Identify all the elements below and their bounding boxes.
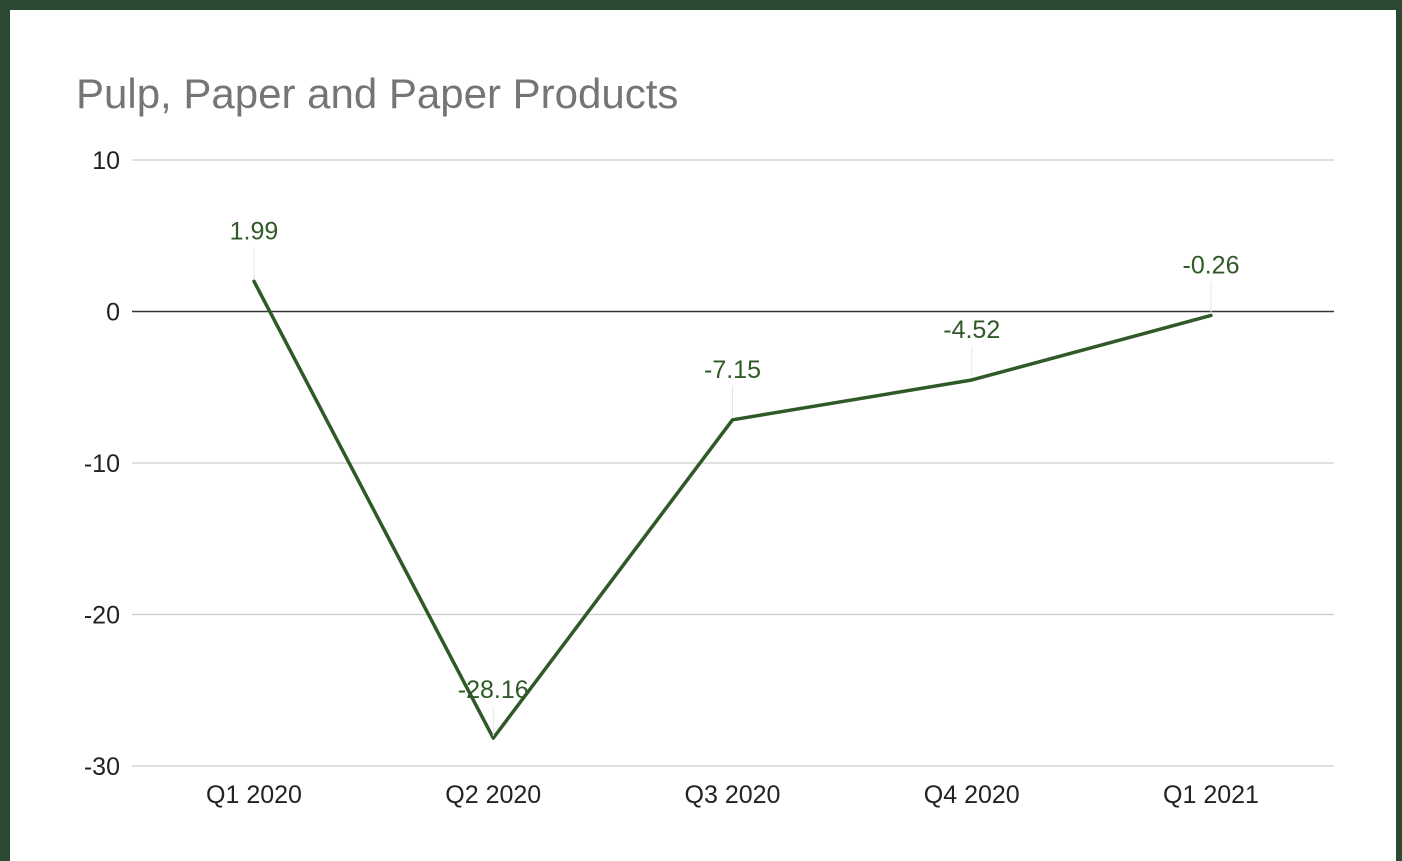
chart-title: Pulp, Paper and Paper Products xyxy=(76,70,679,117)
data-label: -7.15 xyxy=(704,356,761,384)
y-tick-label: -30 xyxy=(84,753,120,781)
series-line-group xyxy=(252,279,1213,740)
chart-frame: Pulp, Paper and Paper Products 10 0 -10 -20… xyxy=(10,10,1396,861)
line-chart: 10 0 -10 -20 -30 Q1 2020 Q2 2020 Q3 2020 Q4 202… xyxy=(84,147,1334,809)
y-tick-label: -10 xyxy=(84,450,120,478)
data-labels: 1.99 -28.16 -7.15 -4.52 -0.26 xyxy=(230,217,1240,737)
x-tick-label: Q1 2021 xyxy=(1163,781,1259,809)
x-tick-label: Q2 2020 xyxy=(445,781,541,809)
x-tick-label: Q4 2020 xyxy=(924,781,1020,809)
gridlines xyxy=(132,159,1334,767)
data-label: -4.52 xyxy=(943,316,1000,344)
y-tick-label: 10 xyxy=(92,147,120,175)
series-line xyxy=(252,279,1213,740)
data-label: -0.26 xyxy=(1183,251,1240,279)
x-tick-label: Q1 2020 xyxy=(206,781,302,809)
x-axis-tick-labels: Q1 2020 Q2 2020 Q3 2020 Q4 2020 Q1 2021 xyxy=(206,781,1259,809)
y-tick-label: -20 xyxy=(84,602,120,630)
y-tick-label: 0 xyxy=(106,299,120,327)
x-tick-label: Q3 2020 xyxy=(685,781,781,809)
data-label: 1.99 xyxy=(230,217,279,245)
y-axis-tick-labels: 10 0 -10 -20 -30 xyxy=(84,147,120,781)
data-label: -28.16 xyxy=(458,676,529,704)
